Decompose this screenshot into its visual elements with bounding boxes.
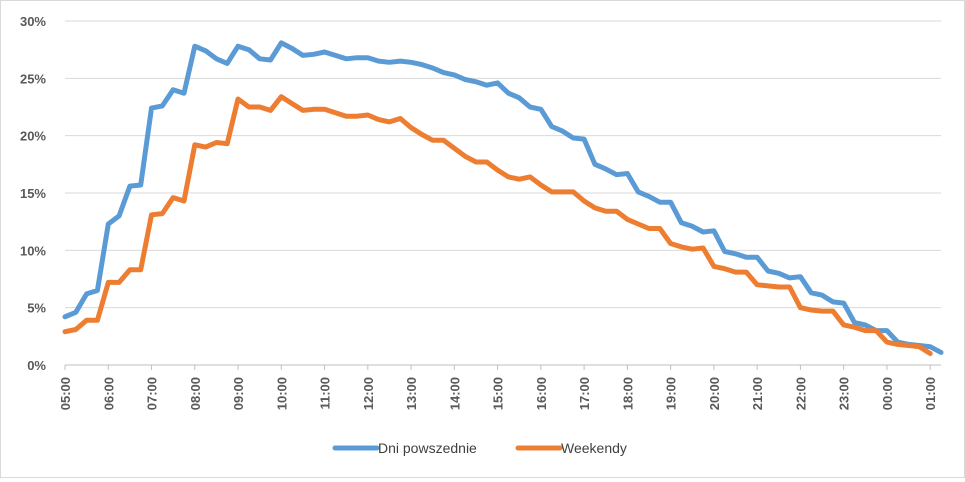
x-tick-label: 06:00 [101,377,116,410]
y-tick-label: 15% [20,186,46,201]
x-tick-label: 08:00 [188,377,203,410]
legend-label: Weekendy [561,440,627,456]
series-line-weekends [62,94,933,356]
x-tick-label: 17:00 [577,377,592,410]
x-tick-label: 01:00 [923,377,938,410]
x-tick-label: 23:00 [837,377,852,410]
x-tick-label: 09:00 [231,377,246,410]
x-tick-label: 21:00 [750,377,765,410]
x-tick-label: 16:00 [534,377,549,410]
x-tick-label: 14:00 [447,377,462,410]
y-tick-label: 10% [20,243,46,258]
x-tick-label: 10:00 [274,377,289,410]
series-line-weekdays [62,40,944,355]
y-tick-label: 25% [20,71,46,86]
y-tick-label: 0% [27,358,46,373]
x-tick-label: 07:00 [145,377,160,410]
x-tick-label: 05:00 [58,377,73,410]
legend: Dni powszednie Weekendy [332,440,627,456]
y-axis-ticks: 0% 5% 10% 15% 20% 25% 30% [20,14,46,373]
x-tick-label: 18:00 [620,377,635,410]
x-tick-label: 15:00 [491,377,506,410]
gridlines [65,20,941,366]
x-axis-ticks: 05:00 06:00 07:00 08:00 09:00 10:00 11:00 12:00… [58,365,938,410]
y-tick-label: 5% [27,301,46,316]
x-tick-label: 11:00 [318,377,333,410]
x-tick-label: 20:00 [707,377,722,410]
x-tick-label: 19:00 [664,377,679,410]
legend-label: Dni powszednie [378,440,477,456]
y-tick-label: 30% [20,14,46,29]
series-lines [62,40,944,356]
x-tick-label: 12:00 [361,377,376,410]
x-tick-label: 00:00 [880,377,895,410]
x-tick-label: 22:00 [793,377,808,410]
x-tick-label: 13:00 [404,377,419,410]
y-tick-label: 20% [20,129,46,144]
